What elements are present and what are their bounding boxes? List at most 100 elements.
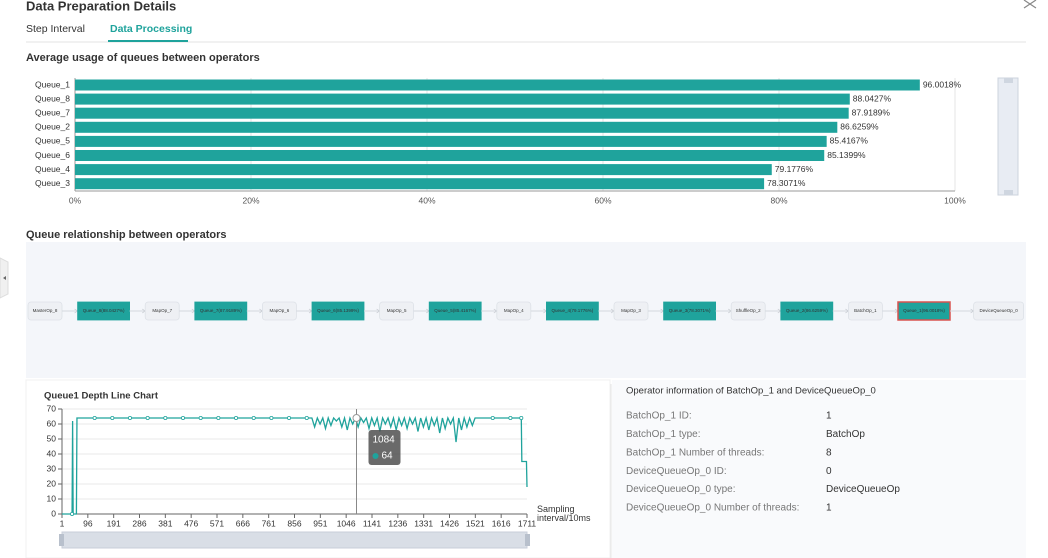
info-value: 8 [826,447,832,458]
bar [75,135,827,147]
node-label: MapOp_4 [504,308,524,313]
node-label: MapOp_3 [621,308,641,313]
x-tick-label: 100% [944,195,966,205]
x-tick-label: 1046 [337,518,356,528]
y-tick-label: 50 [47,433,57,443]
info-panel [612,380,1026,558]
operator-node[interactable] [973,301,1024,321]
info-label: DeviceQueueOp_0 ID: [626,466,727,477]
value-label: 87.9189% [852,107,891,117]
y-tick-label: Queue_8 [35,93,70,103]
y-tick-label: 60 [47,418,57,428]
x-tick-label: 286 [132,518,146,528]
tab[interactable]: Step Interval [26,23,85,35]
value-label: 85.1399% [827,150,866,160]
x-tick-label: 1 [60,518,65,528]
tooltip-point [352,414,361,422]
section-title: Average usage of queues between operator… [26,52,260,64]
info-label: DeviceQueueOp_0 type: [626,484,736,495]
info-value: 1 [826,411,832,422]
x-tick-label: 1616 [492,518,511,528]
x-tick-label: 191 [107,518,121,528]
y-tick-label: Queue_6 [35,150,70,160]
value-label: 78.3071% [767,178,806,188]
tab-active[interactable]: Data Processing [110,23,192,35]
point [92,415,97,420]
info-label: BatchOp_1 Number of threads: [626,447,764,458]
value-label: 86.6259% [840,122,879,132]
point [163,415,168,420]
info-value: DeviceQueueOp [826,484,900,495]
y-tick-label: 30 [47,463,57,473]
datazoom-slider[interactable] [59,531,530,549]
bar [75,178,765,190]
point [490,415,495,420]
x-tick-label: 60% [594,195,611,205]
x-tick-label: 381 [158,518,172,528]
y-tick-label: 10 [47,493,57,503]
x-tick-label: 1521 [466,518,485,528]
point [70,512,75,517]
node-label: ShuffleOp_2 [736,308,761,313]
bar [75,107,849,119]
node-label: Queue_3(78.3071%) [669,308,711,313]
page-title: Data Preparation Details [26,0,176,13]
y-tick-label: Queue_5 [35,136,70,146]
point [181,415,186,420]
y-tick-label: 0 [51,508,56,518]
info-label: BatchOp_1 ID: [626,411,692,422]
x-tick-label: 80% [770,195,787,205]
x-tick-label: 96 [83,518,93,528]
point [110,415,115,420]
node-label: MapOp_5 [387,308,407,313]
point [508,415,513,420]
node-label: MapOp_6 [270,308,290,313]
node-label: Queue_4(79.1776%) [552,308,594,313]
info-label: DeviceQueueOp_0 Number of threads: [626,503,799,514]
y-tick-label: Queue_7 [35,107,70,117]
chart-title: Queue1 Depth Line Chart [44,391,159,402]
info-title: Operator information of BatchOp_1 and De… [626,386,876,397]
point [304,415,309,420]
point [287,415,292,420]
tab-underline [108,40,188,42]
point [198,415,203,420]
x-tick-label: 856 [287,518,301,528]
point [234,415,239,420]
y-tick-label: Queue_4 [35,164,70,174]
node-label: MapOp_7 [152,308,172,313]
point [269,415,274,420]
node-label: BatchOp_1 [854,308,877,313]
tooltip-x: 1084 [373,435,396,446]
tooltip-value: 64 [382,451,394,462]
x-tick-label: 1426 [440,518,459,528]
zoom-scroll[interactable] [997,77,1019,196]
info-value: 0 [826,466,832,477]
x-axis-name: Sampling interval/10ms [537,504,591,523]
info-value: 1 [826,503,832,514]
x-tick-label: 571 [210,518,224,528]
tooltip-dot [372,453,379,459]
point [519,415,524,420]
line-series [62,415,528,515]
x-tick-label: 761 [262,518,276,528]
node-label: MasterOp_8 [33,308,58,313]
section-title: Queue relationship between operators [26,229,227,241]
y-tick-label: 20 [47,478,57,488]
y-tick-label: Queue_3 [35,178,70,188]
info-label: BatchOp_1 type: [626,429,701,440]
y-tick-label: 70 [47,403,57,413]
x-tick-label: 40% [418,195,435,205]
x-tick-label: 0% [69,195,82,205]
value-label: 79.1776% [775,164,814,174]
value-label: 88.0427% [853,93,892,103]
x-tick-label: 1141 [363,518,382,528]
bar [75,93,850,105]
close-button[interactable] [1023,0,1037,9]
point [127,415,132,420]
point [251,415,256,420]
node-label: Queue_5(85.4167%) [434,308,476,313]
point [216,415,221,420]
